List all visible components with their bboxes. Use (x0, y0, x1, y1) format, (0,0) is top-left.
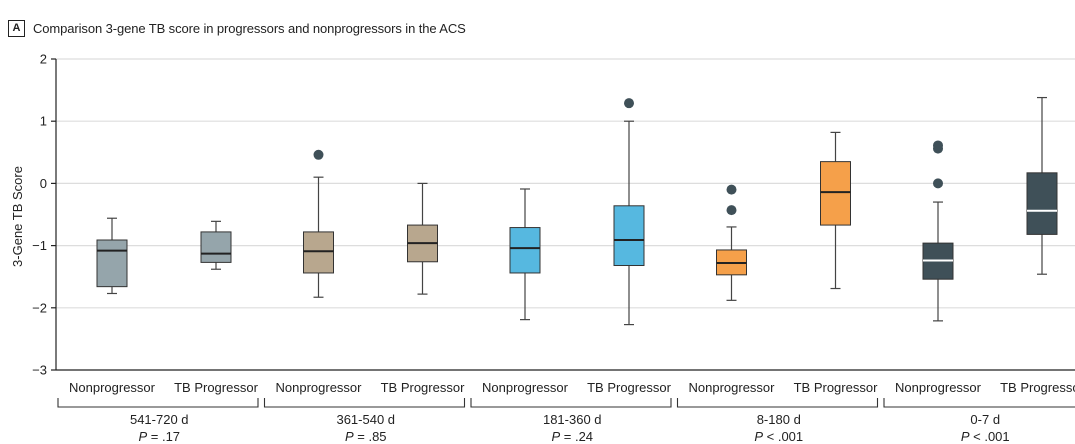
chart-title: Comparison 3-gene TB score in progressor… (33, 20, 466, 36)
group-label: 0-7 d (970, 412, 1000, 427)
group-bracket (263, 398, 466, 408)
p-value-text: = .85 (354, 429, 387, 444)
p-value: P < .001 (961, 429, 1010, 444)
p-value: P = .24 (551, 429, 593, 444)
p-symbol: P (138, 429, 147, 444)
box-iqr (509, 227, 541, 274)
y-axis-label: 3-Gene TB Score (10, 166, 25, 267)
group-label: 541-720 d (130, 412, 189, 427)
p-value-text: < .001 (763, 429, 803, 444)
p-symbol: P (345, 429, 354, 444)
outlier-point (313, 149, 324, 160)
outlier-point (726, 205, 737, 216)
outlier-point (624, 98, 634, 109)
group-label: 361-540 d (336, 412, 395, 427)
y-tick-label: 2 (40, 52, 47, 67)
y-tick-label: −1 (32, 238, 47, 253)
p-value: P < .001 (754, 429, 803, 444)
category-label: Nonprogressor (482, 380, 569, 395)
panel-header: A Comparison 3-gene TB score in progress… (8, 19, 466, 37)
p-value-text: < .001 (970, 429, 1010, 444)
outlier-point (933, 140, 943, 151)
category-label: Nonprogressor (689, 380, 776, 395)
y-tick-label: 0 (40, 176, 47, 191)
outlier-point (726, 184, 737, 195)
box-iqr (1026, 172, 1058, 235)
outlier-point (933, 178, 943, 189)
category-label: TB Progressor (381, 380, 465, 395)
category-label: TB Progressor (794, 380, 878, 395)
box-iqr (613, 205, 645, 267)
y-tick-label: −3 (32, 363, 47, 378)
box-iqr (820, 161, 851, 226)
category-label: TB Progressor (174, 380, 258, 395)
y-tick-label: −2 (32, 300, 47, 315)
y-tick-label: 1 (40, 114, 47, 129)
category-label: TB Progressor (587, 380, 671, 395)
category-label: Nonprogressor (895, 380, 982, 395)
p-value-text: = .17 (147, 429, 180, 444)
panel-letter: A (8, 19, 25, 37)
p-symbol: P (551, 429, 560, 444)
box-iqr (96, 239, 128, 288)
box-iqr (303, 231, 334, 274)
group-bracket (470, 398, 672, 408)
category-label: Nonprogressor (69, 380, 156, 395)
category-label: TB Progressor (1000, 380, 1075, 395)
category-label: Nonprogressor (276, 380, 363, 395)
group-label: 181-360 d (543, 412, 602, 427)
group-bracket (57, 398, 259, 408)
p-value: P = .85 (345, 429, 387, 444)
p-symbol: P (961, 429, 970, 444)
box-iqr (200, 231, 232, 263)
group-bracket (676, 398, 879, 408)
group-bracket (883, 398, 1075, 408)
p-value-text: = .24 (560, 429, 593, 444)
p-symbol: P (754, 429, 763, 444)
group-label: 8-180 d (757, 412, 801, 427)
p-value: P = .17 (138, 429, 180, 444)
